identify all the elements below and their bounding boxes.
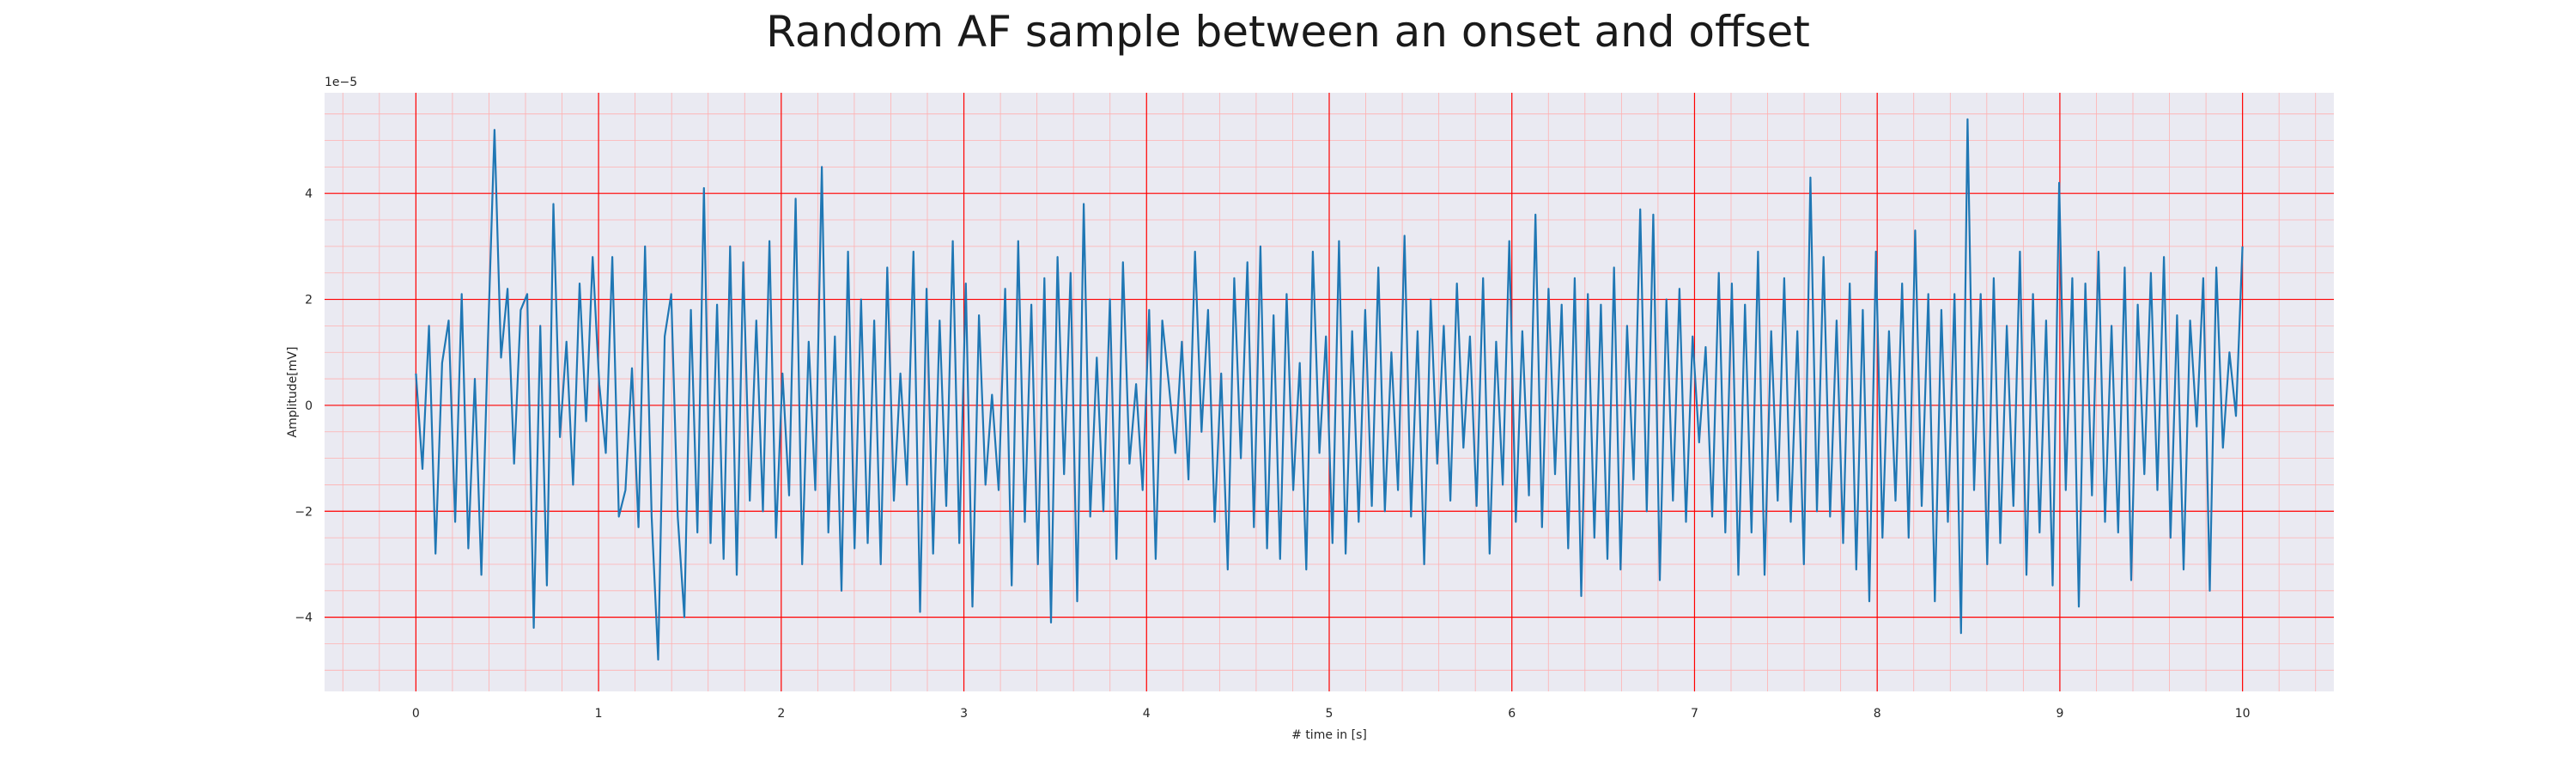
x-axis-label: # time in [s]	[1291, 728, 1367, 742]
x-tick-labels: 0 1 2 3 4 5 6 7 8 9 10	[412, 707, 2251, 721]
chart-title: Random AF sample between an onset and of…	[766, 7, 1810, 57]
x-tick-label: 3	[960, 707, 968, 721]
y-axis-label: Amplitude[mV]	[286, 347, 300, 438]
series-line	[415, 118, 2244, 661]
y-tick-label: −2	[295, 505, 313, 519]
x-tick-label: 6	[1508, 707, 1516, 721]
y-tick-label: 0	[305, 399, 313, 413]
y-tick-labels: −4 −2 0 2 4	[295, 187, 313, 624]
x-tick-label: 8	[1874, 707, 1881, 721]
x-tick-label: 1	[595, 707, 603, 721]
x-tick-label: 10	[2235, 707, 2251, 721]
x-tick-label: 5	[1326, 707, 1334, 721]
x-tick-label: 9	[2056, 707, 2063, 721]
y-tick-label: −4	[295, 612, 313, 625]
y-tick-label: 4	[305, 187, 313, 201]
x-tick-label: 4	[1143, 707, 1151, 721]
x-tick-label: 2	[777, 707, 785, 721]
y-scale-label: 1e−5	[325, 76, 357, 89]
x-tick-label: 0	[412, 707, 420, 721]
x-tick-label: 7	[1691, 707, 1698, 721]
y-tick-label: 2	[305, 294, 313, 307]
